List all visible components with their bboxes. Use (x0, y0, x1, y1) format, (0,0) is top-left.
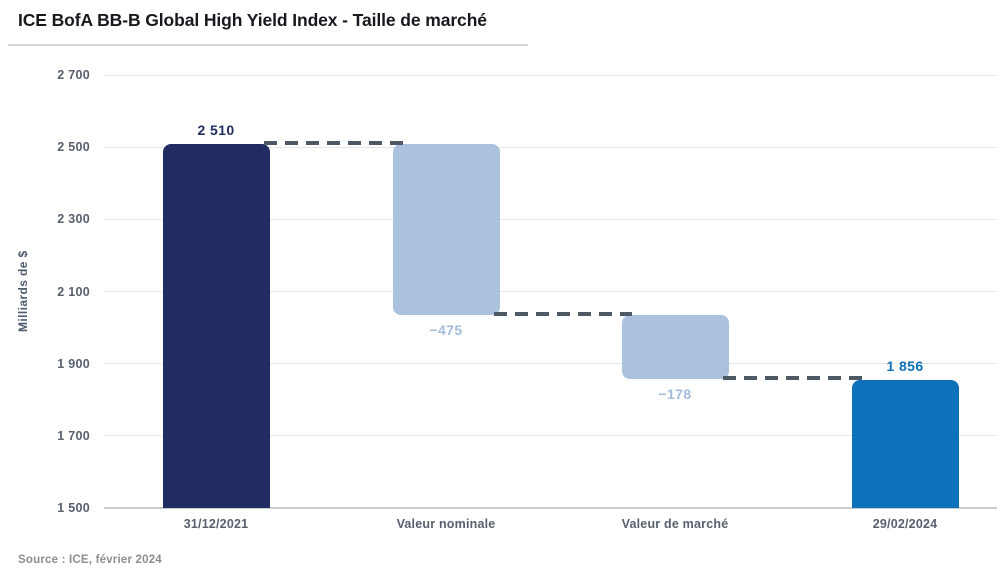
waterfall-bar-3 (851, 379, 959, 508)
y-tick-label: 2 700 (57, 68, 90, 82)
x-tick-label: 29/02/2024 (872, 517, 938, 531)
y-tick-label: 1 700 (57, 428, 90, 443)
y-tick-label: 1 500 (57, 501, 90, 515)
waterfall-bar-2 (621, 314, 729, 380)
bar-value-label: −475 (429, 321, 463, 338)
gridline (104, 363, 997, 365)
chart-title: ICE BofA BB-B Global High Yield Index - … (18, 10, 487, 30)
x-tick-label: Valeur nominale (396, 517, 496, 531)
source-note: Source : ICE, février 2024 (18, 554, 162, 566)
gridline (104, 74, 997, 76)
gridline (104, 435, 997, 437)
bar-value-label: −178 (658, 386, 692, 403)
x-tick-label: Valeur de marché (621, 517, 729, 531)
gridline (104, 146, 997, 148)
gridline (104, 291, 997, 292)
y-tick-label: 2 100 (57, 284, 90, 299)
y-tick-label: 2 500 (57, 140, 90, 155)
connector-line (263, 140, 403, 145)
gridline (104, 218, 997, 220)
y-tick-label: 1 900 (57, 356, 90, 371)
x-axis-line (104, 507, 997, 509)
bar-value-label: 2 510 (197, 121, 235, 138)
connector-line (722, 376, 862, 381)
title-divider (8, 44, 528, 46)
waterfall-bar-1 (392, 143, 500, 315)
x-tick-label: 31/12/2021 (183, 517, 249, 531)
waterfall-bar-0 (162, 143, 270, 508)
connector-line (493, 311, 632, 316)
y-tick-label: 2 300 (57, 212, 90, 227)
bar-value-label: 1 856 (886, 357, 924, 374)
